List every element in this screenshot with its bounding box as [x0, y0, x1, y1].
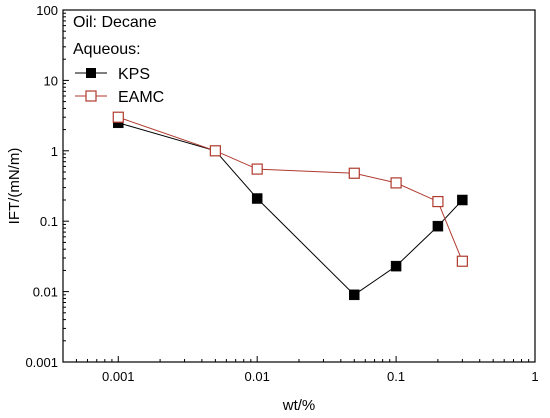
x-axis-ticks: 0.001 0.01 0.1 1: [75, 356, 539, 384]
point-eamc-5: [432, 195, 444, 208]
x-tick-label-2: 0.1: [387, 369, 405, 384]
point-eamc-4: [390, 177, 402, 189]
point-eamc-6: [456, 255, 468, 267]
legend-marker-eamc: [85, 90, 97, 102]
legend-label-eamc: EAMC: [118, 89, 164, 106]
x-axis-title: wt/%: [282, 397, 316, 414]
legend-marker-kps: [86, 68, 96, 78]
legend: KPS EAMC: [75, 66, 164, 106]
series-line-eamc: [118, 116, 463, 262]
y-tick-label-2: 0.1: [40, 214, 58, 229]
series-line-kps: [118, 122, 463, 296]
point-kps-5: [432, 220, 444, 232]
point-kps-2: [251, 193, 263, 204]
point-eamc-0: [112, 111, 124, 123]
legend-label-kps: KPS: [118, 66, 150, 83]
x-tick-label-0: 0.001: [102, 369, 135, 384]
point-eamc-2: [251, 163, 263, 175]
y-tick-label-4: 10: [44, 73, 58, 88]
annotation-aqueous: Aqueous:: [73, 41, 141, 58]
y-tick-label-0: 0.001: [25, 355, 58, 370]
y-tick-label-5: 100: [36, 3, 58, 18]
legend-item-eamc: EAMC: [75, 89, 164, 106]
y-tick-label-3: 1: [51, 144, 58, 159]
x-tick-label-1: 0.01: [245, 369, 270, 384]
x-tick-label-3: 1: [531, 369, 538, 384]
series-layer: [112, 111, 468, 301]
point-kps-3: [349, 289, 360, 301]
plot-area-frame: [62, 9, 536, 363]
annotation-oil: Oil: Decane: [73, 14, 157, 31]
legend-item-kps: KPS: [75, 66, 150, 83]
point-eamc-1: [209, 145, 221, 157]
point-kps-6: [457, 194, 468, 206]
y-axis-title: IFT/(mN/m): [6, 148, 23, 225]
y-axis-ticks: 0.001 0.01 0.1 1 10 100: [25, 3, 69, 370]
y-tick-label-1: 0.01: [33, 285, 58, 300]
point-kps-4: [390, 260, 402, 272]
point-eamc-3: [348, 167, 360, 179]
